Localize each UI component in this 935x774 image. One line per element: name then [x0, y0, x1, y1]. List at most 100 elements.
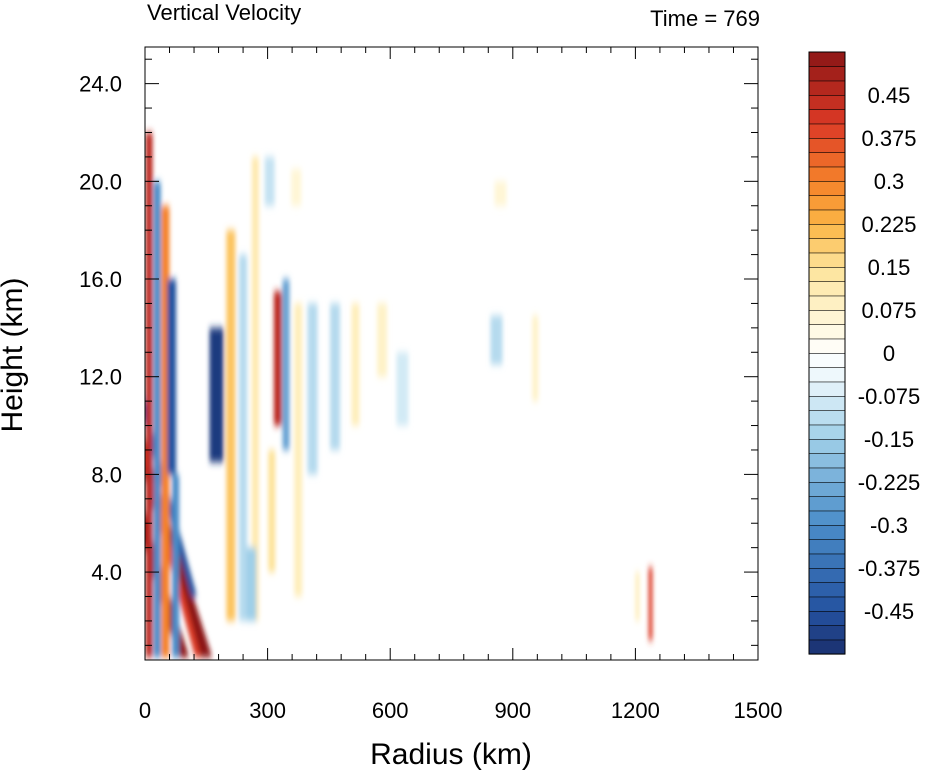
colorbar-bin-14	[808, 438, 846, 454]
x-tick-label-0: 0	[139, 698, 151, 723]
x-tick-label-4: 1200	[611, 698, 660, 723]
velocity-band-19	[351, 303, 360, 426]
colorbar-bin-41	[808, 51, 846, 67]
velocity-band-5	[145, 132, 153, 658]
y-tick-label-2: 12.0	[79, 365, 122, 390]
colorbar-bin-39	[808, 80, 846, 96]
colorbar-bin-9	[808, 510, 846, 526]
colorbar-label-2: 0.3	[874, 169, 905, 194]
velocity-band-15	[268, 449, 276, 573]
velocity-band-11	[239, 254, 248, 621]
heatmap-field	[145, 132, 653, 658]
velocity-band-18	[330, 303, 341, 450]
colorbar-bin-7	[808, 539, 846, 555]
x-tick-label-1: 300	[249, 698, 286, 723]
colorbar-bin-29	[808, 223, 846, 239]
x-axis: 0 300 600 900 1200 1500	[139, 47, 783, 723]
y-tick-label-3: 16.0	[79, 267, 122, 292]
colorbar-label-0: 0.45	[868, 83, 911, 108]
y-axis: 4.0 8.0 12.0 16.0 20.0 24.0	[79, 58, 758, 646]
velocity-band-9	[172, 474, 180, 658]
colorbar-bin-23	[808, 309, 846, 325]
velocity-band-14	[282, 279, 290, 450]
x-axis-label: Radius (km)	[370, 738, 532, 771]
colorbar-bin-21	[808, 338, 846, 354]
y-tick-label-4: 20.0	[79, 169, 122, 194]
velocity-band-24	[648, 567, 653, 641]
velocity-band-21	[396, 352, 409, 426]
colorbar-bin-30	[808, 209, 846, 225]
colorbar-bin-34	[808, 152, 846, 168]
colorbar-label-9: -0.225	[858, 470, 920, 495]
velocity-band-22	[490, 315, 503, 365]
colorbar-bin-19	[808, 367, 846, 383]
colorbar-bin-1	[808, 625, 846, 641]
chart-title-right: Time = 769	[650, 6, 760, 31]
y-axis-label: Height (km)	[0, 277, 29, 432]
plot-frame	[144, 46, 759, 661]
velocity-band-26	[246, 547, 257, 621]
velocity-band-29	[264, 156, 275, 206]
colorbar-bin-24	[808, 295, 846, 311]
y-tick-label-5: 24.0	[79, 72, 122, 97]
y-tick-label-1: 8.0	[91, 462, 122, 487]
velocity-band-20	[377, 303, 388, 377]
colorbar-bin-37	[808, 109, 846, 125]
colorbar-bin-28	[808, 238, 846, 254]
x-tick-label-3: 900	[494, 698, 531, 723]
colorbar-label-6: 0	[883, 341, 895, 366]
velocity-band-6	[153, 181, 161, 658]
colorbar-label-8: -0.15	[864, 427, 914, 452]
colorbar-bin-2	[808, 610, 846, 626]
colorbar-bin-10	[808, 496, 846, 512]
colorbar-bin-18	[808, 381, 846, 397]
colorbar-bin-32	[808, 180, 846, 196]
colorbar-label-11: -0.375	[858, 556, 920, 581]
colorbar-label-4: 0.15	[868, 255, 911, 280]
velocity-band-16	[294, 303, 303, 597]
velocity-band-28	[494, 181, 507, 206]
colorbar-bin-38	[808, 94, 846, 110]
colorbar-bin-12	[808, 467, 846, 483]
velocity-band-12	[251, 156, 259, 621]
velocity-band-2	[209, 327, 224, 463]
velocity-band-17	[307, 303, 318, 475]
colorbar-label-3: 0.225	[861, 212, 916, 237]
velocity-band-25	[635, 572, 640, 621]
colorbar-label-7: -0.075	[858, 384, 920, 409]
chart-title-left: Vertical Velocity	[147, 0, 301, 25]
colorbar-bin-5	[808, 567, 846, 583]
velocity-band-10	[226, 230, 236, 621]
colorbar-bin-15	[808, 424, 846, 440]
colorbar-bin-25	[808, 281, 846, 297]
colorbar-bin-0	[808, 639, 846, 655]
velocity-band-27	[291, 169, 302, 206]
colorbar-label-1: 0.375	[861, 126, 916, 151]
velocity-band-8	[167, 279, 177, 475]
colorbar-bin-35	[808, 137, 846, 153]
x-tick-label-2: 600	[372, 698, 409, 723]
colorbar-bin-3	[808, 596, 846, 612]
y-tick-label-0: 4.0	[91, 560, 122, 585]
colorbar-bin-22	[808, 324, 846, 340]
colorbar-bin-11	[808, 481, 846, 497]
colorbar-bin-26	[808, 266, 846, 282]
colorbar-bin-40	[808, 66, 846, 82]
x-tick-label-5: 1500	[734, 698, 783, 723]
colorbar-bin-36	[808, 123, 846, 139]
velocity-band-23	[532, 315, 539, 402]
colorbar-bin-27	[808, 252, 846, 268]
colorbar-frame	[808, 51, 846, 655]
colorbar-label-5: 0.075	[861, 298, 916, 323]
colorbar: 0.45 0.375 0.3 0.225 0.15 0.075 0 -0.075 -0.15 -0…	[808, 51, 920, 655]
colorbar-bin-13	[808, 453, 846, 469]
colorbar-bin-31	[808, 195, 846, 211]
colorbar-bin-4	[808, 582, 846, 598]
colorbar-label-10: -0.3	[870, 513, 908, 538]
colorbar-label-12: -0.45	[864, 599, 914, 624]
colorbar-bin-33	[808, 166, 846, 182]
velocity-band-13	[273, 291, 282, 426]
colorbar-bin-16	[808, 410, 846, 426]
colorbar-bin-8	[808, 524, 846, 540]
